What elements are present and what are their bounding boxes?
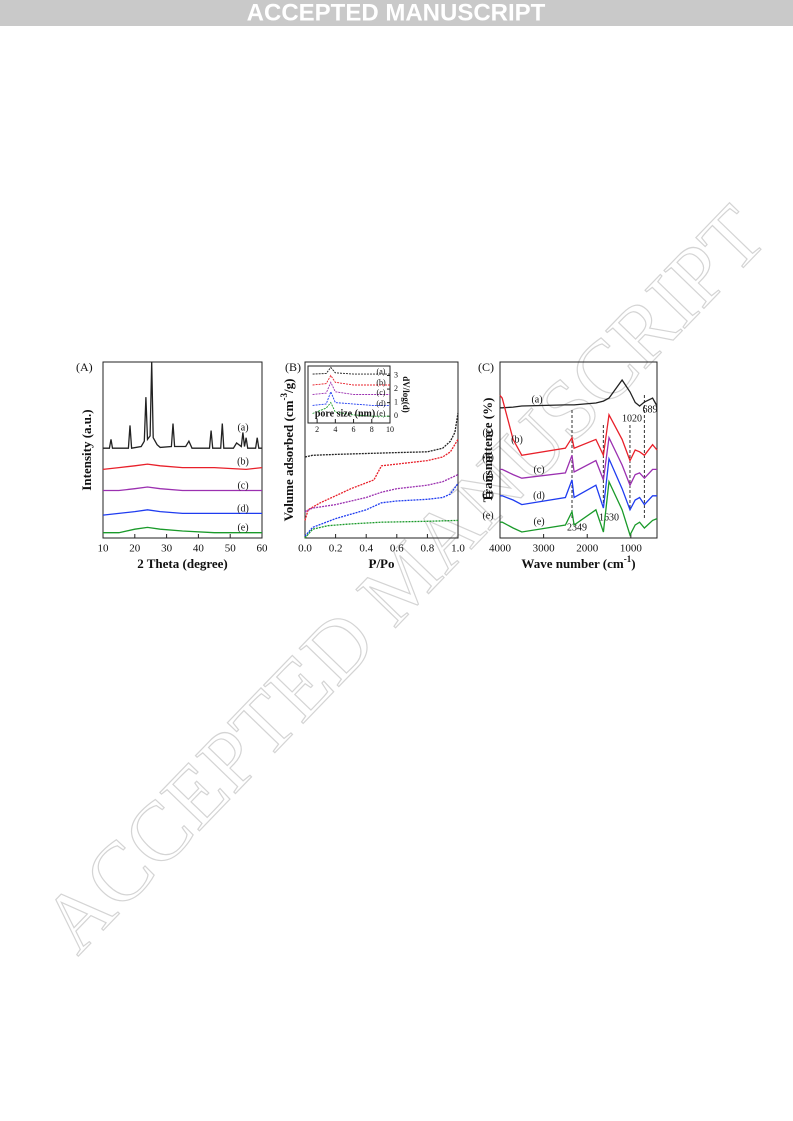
annotation-label: 689 [643, 404, 658, 415]
x-axis-label: pore size (nm) [315, 408, 375, 419]
plot-frame [102, 361, 263, 539]
series-label: (a) [482, 427, 493, 438]
chart: 10 20 30 40 50 60 (a) (b) (c) (d) (e) [98, 361, 269, 555]
plot-frame [304, 361, 459, 539]
y-axis-label-text: Volume adsorbed (cm [281, 400, 296, 521]
series-line [103, 486, 262, 492]
x-tick-label: 10 [98, 543, 110, 555]
x-tick-label: 60 [257, 543, 269, 555]
series-line [102, 463, 263, 471]
series-line [500, 456, 657, 512]
series-line [500, 479, 658, 537]
x-tick-label: 0.2 [329, 543, 343, 555]
y-axis-label: Volume adsorbed (cm-3/g) [279, 379, 296, 522]
x-axis-label: Wave number (cm-1) [521, 554, 635, 571]
plot-frame [307, 365, 391, 424]
series-line [304, 439, 459, 521]
series-label: (c) [533, 464, 544, 475]
x-tick-label: 0.8 [421, 543, 435, 555]
series-line [499, 394, 658, 463]
series-label: (b) [237, 456, 249, 467]
series-label: (d) [376, 399, 386, 408]
x-axis-label-sup: -1 [624, 554, 632, 564]
x-tick-label: 4 [333, 425, 337, 434]
chart: 0.0 0.2 0.4 0.6 0.8 1.0(a)(b)(c)(d)(e) [298, 361, 494, 555]
series-label: (e) [533, 516, 544, 527]
series-label: (c) [377, 388, 386, 397]
series-line [304, 519, 459, 539]
x-tick-label: 40 [193, 543, 205, 555]
panel-label: (A) [76, 360, 93, 374]
x-axis-label-text: Wave number (cm [521, 556, 623, 571]
banner: ACCEPTED MANUSCRIPT [247, 0, 546, 26]
series-line [500, 435, 657, 487]
panel-label: (B) [285, 360, 301, 374]
x-tick-label: 3000 [533, 543, 556, 555]
series-line [500, 378, 658, 409]
series-label: (a) [531, 394, 542, 405]
series-label: (b) [376, 378, 386, 387]
series-label: (a) [377, 367, 386, 376]
y-axis-label: Intensity (a.u.) [79, 409, 94, 490]
series-line [103, 526, 262, 534]
series-label: (d) [482, 489, 494, 500]
series-label: (a) [237, 422, 248, 433]
x-tick-label: 20 [129, 543, 141, 555]
series-label: (e) [237, 522, 248, 533]
x-tick-label: 50 [225, 543, 237, 555]
y-axis-label: dV/log(d) [401, 376, 411, 413]
series-label: (c) [237, 480, 248, 491]
series-line [304, 474, 459, 513]
inset-chart: 2 4 6 8 100 1 2 3 (a) (b)(c) (d)(e) [307, 365, 398, 434]
series-label: (d) [533, 490, 545, 501]
x-tick-label: 8 [370, 425, 374, 434]
y-axis-label: Transmittence (%) [480, 398, 495, 503]
series-line [312, 374, 390, 386]
y-axis-label-tail: /g) [281, 379, 296, 394]
annotation-label: 2349 [567, 522, 587, 533]
x-axis-label: 2 Theta (degree) [137, 556, 228, 571]
x-tick-label: 10 [386, 425, 394, 434]
y-tick-label: 2 [394, 384, 398, 393]
x-tick-label: 0.4 [359, 543, 373, 555]
x-tick-label: 0.0 [298, 543, 312, 555]
x-tick-label: 2000 [576, 543, 599, 555]
series-label: (e) [482, 510, 493, 521]
series-line [312, 381, 390, 395]
watermark: ACCEPTED MANUSCRIPT [25, 189, 784, 970]
x-tick-label: 4000 [489, 543, 512, 555]
y-tick-label: 0 [394, 411, 398, 420]
x-tick-label: 0.6 [390, 543, 404, 555]
series-line [103, 361, 262, 449]
series-line [102, 509, 262, 516]
series-line [304, 412, 459, 458]
x-tick-label: 6 [352, 425, 356, 434]
y-tick-label: 1 [394, 397, 398, 406]
x-tick-label: 30 [161, 543, 173, 555]
annotation-label: 1630 [599, 512, 619, 523]
series-line [312, 401, 390, 417]
y-axis-label-sup: -3 [279, 393, 289, 401]
x-axis-label-tail: ) [631, 556, 635, 571]
series-label: (c) [482, 471, 493, 482]
banner-bg [0, 0, 793, 26]
series-label: (b) [511, 434, 523, 445]
series-line [312, 390, 390, 406]
x-tick-label: 1.0 [451, 543, 465, 555]
x-tick-label: 2 [315, 425, 319, 434]
series-label: (e) [377, 409, 386, 418]
series-label: (b) [482, 452, 494, 463]
series-line [304, 483, 459, 537]
x-axis-label: P/Po [369, 556, 395, 571]
panel-label: (C) [478, 360, 494, 374]
series-label: (d) [237, 503, 249, 514]
series-line [312, 366, 390, 375]
annotation-label: 1020 [622, 413, 642, 424]
x-tick-label: 1000 [620, 543, 643, 555]
y-tick-label: 3 [394, 370, 398, 379]
